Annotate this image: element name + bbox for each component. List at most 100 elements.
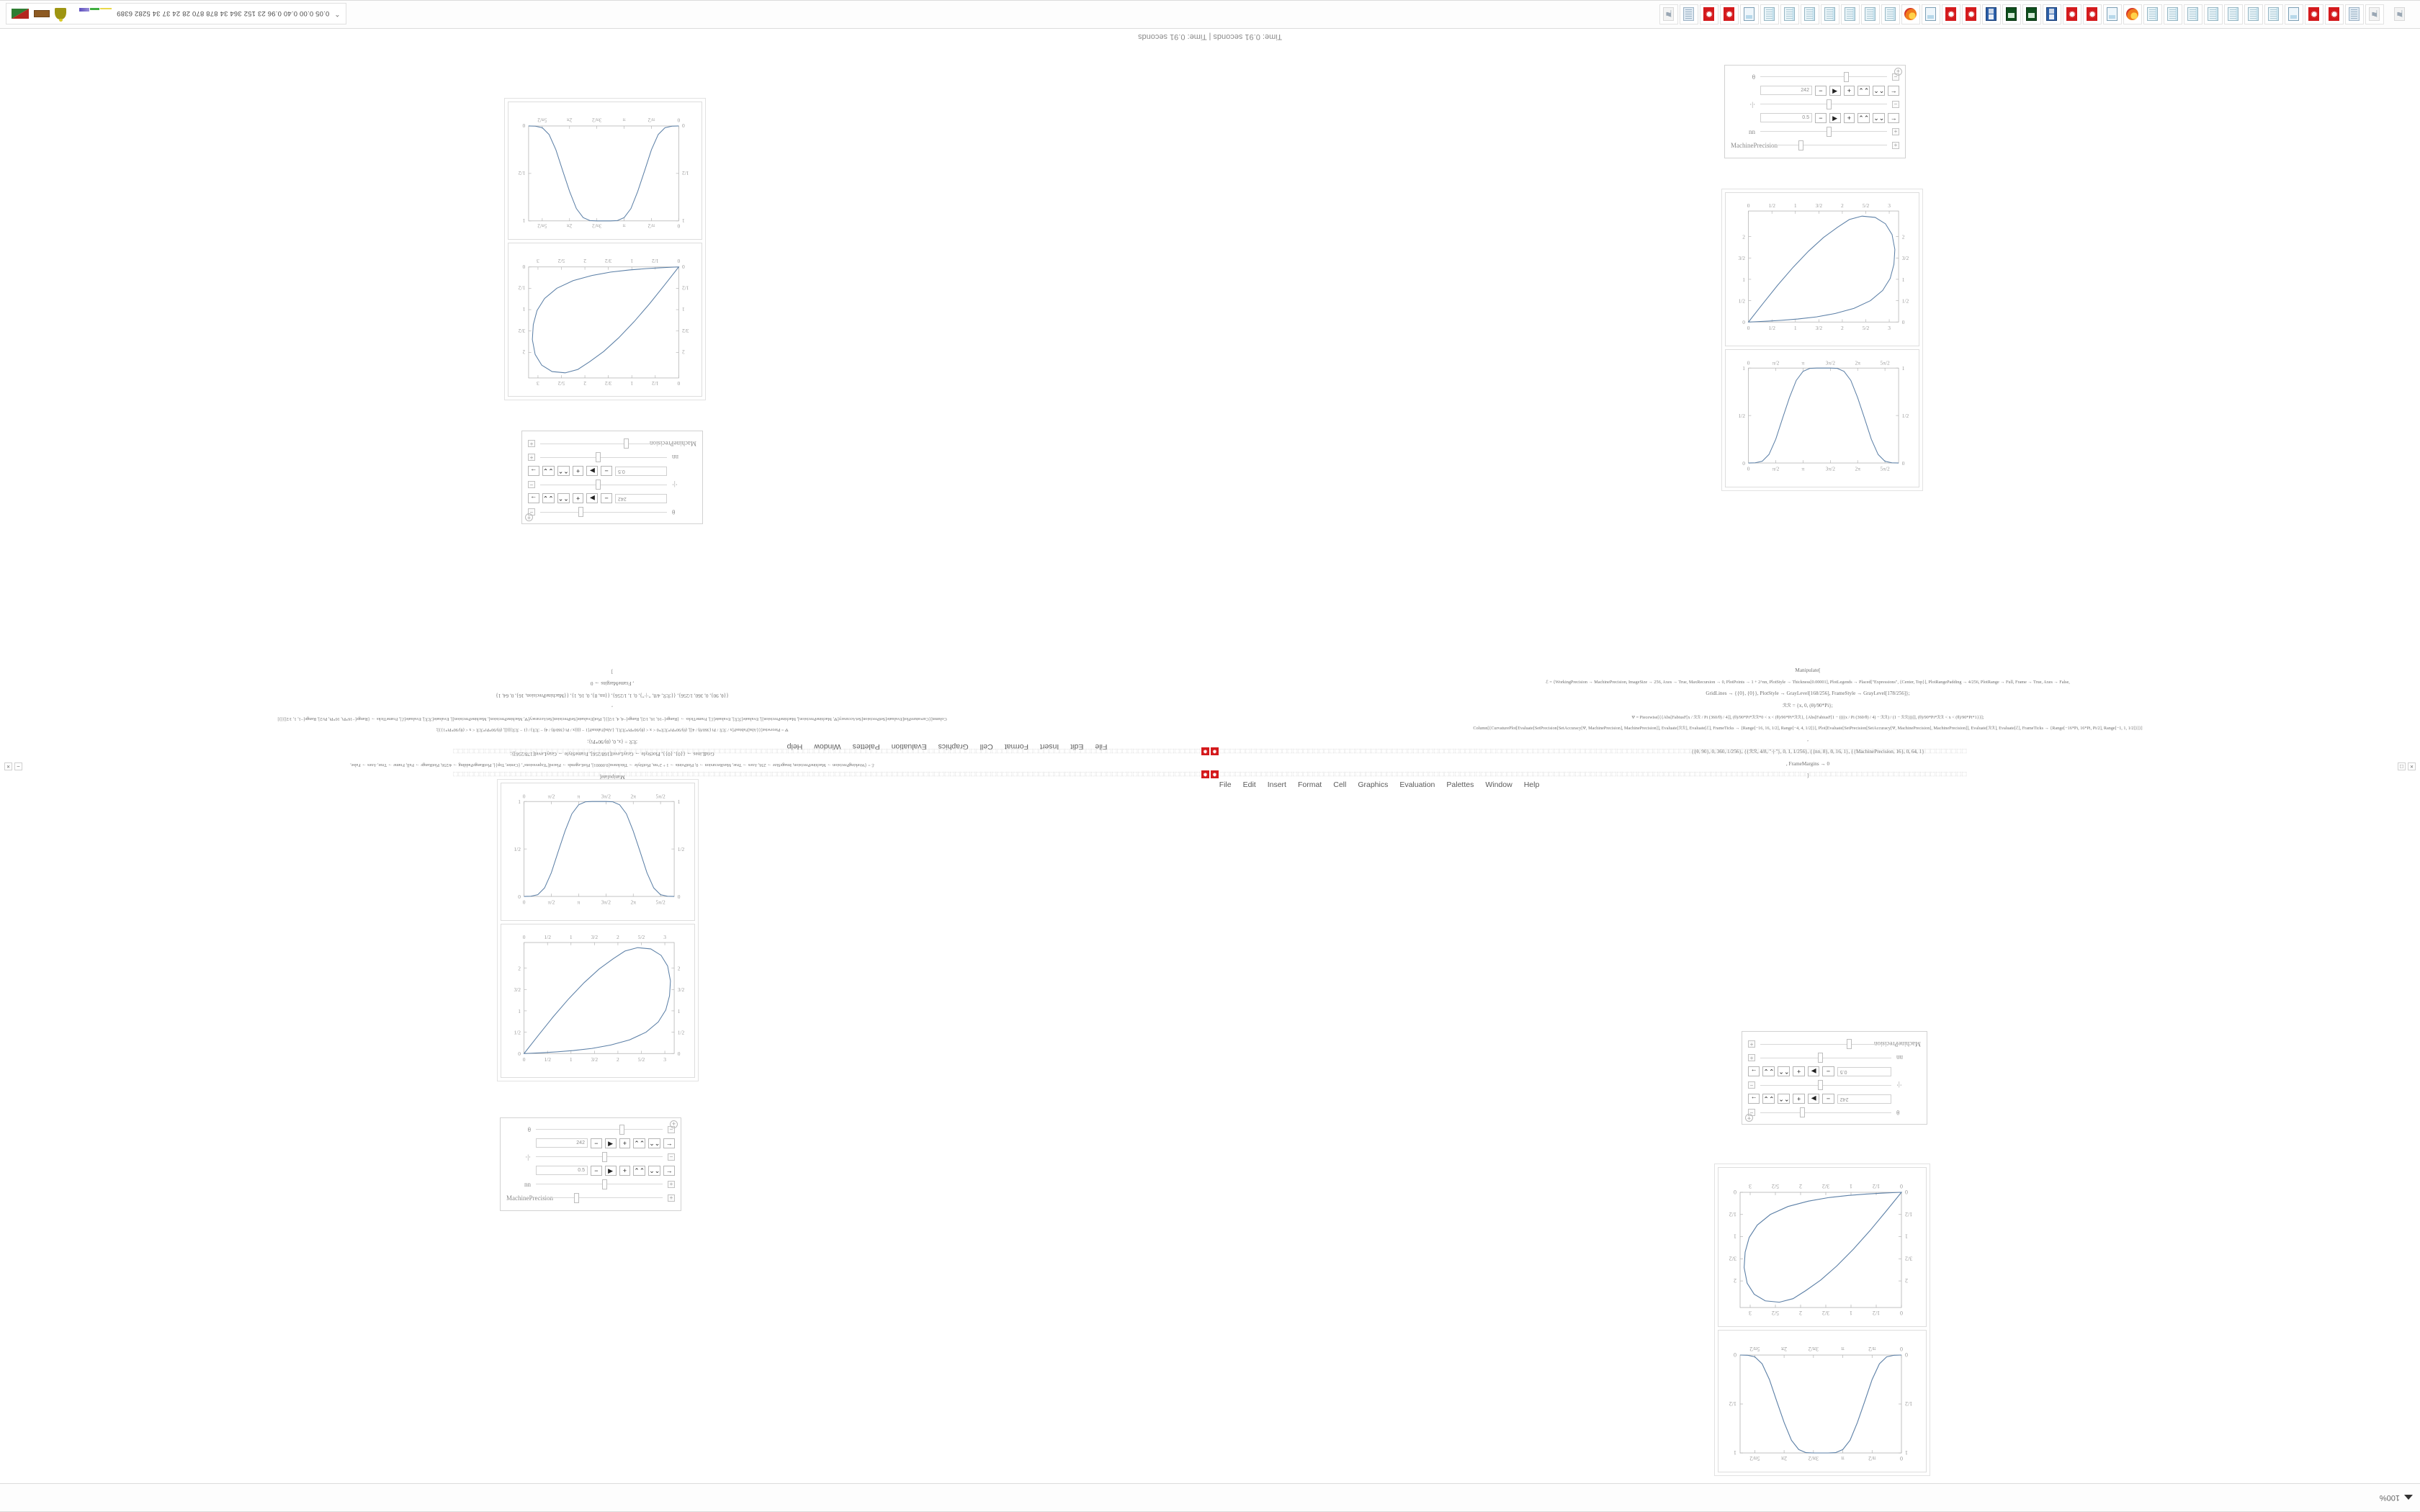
- manipulate-control-row[interactable]: ·|· −: [1748, 1079, 1921, 1092]
- plot-fabius[interactable]: 0 0 π/2 π/2 π π 3π/2 3π/2 2π 2π 5π/2 5π/2 0 0 1/2 1/2 1 1: [501, 783, 695, 921]
- menu-item-help[interactable]: Help: [1524, 780, 1540, 789]
- increment-button[interactable]: +: [1793, 1067, 1804, 1077]
- decrement-button[interactable]: −: [601, 467, 612, 477]
- code-line[interactable]: GridLines → {{0}, {0}}, PlotStyle → Gray…: [1217, 690, 2398, 698]
- expand-control-button[interactable]: +: [1748, 1041, 1755, 1048]
- taskbar-item[interactable]: [1720, 4, 1739, 24]
- slider-thumb[interactable]: [574, 1193, 579, 1203]
- minimize-button[interactable]: −: [14, 762, 22, 770]
- manipulate-control-row[interactable]: nn +: [528, 451, 696, 464]
- slider-MachinePrecision[interactable]: [1760, 140, 1887, 150]
- stepper-row[interactable]: 0.5− ▶ + ⌃⌃ ⌄⌄ →: [528, 464, 696, 478]
- value-input[interactable]: 0.5: [1760, 113, 1812, 122]
- taskbar-item[interactable]: [1901, 4, 1920, 24]
- menu-item-evaluation[interactable]: Evaluation: [1399, 780, 1435, 789]
- decrement-button[interactable]: −: [1815, 113, 1827, 123]
- stepper-row[interactable]: 0.5− ▶ + ⌃⌃ ⌄⌄ →: [506, 1164, 675, 1177]
- slider-·|·[interactable]: [1760, 1081, 1891, 1091]
- code-line[interactable]: ]: [22, 667, 1203, 675]
- manipulate-panel-bottom-left[interactable]: + θ −242− ▶ + ⌃⌃ ⌄⌄ → ·|· −0.5− ▶ + ⌃⌃ ⌄⌄ → nn + Machine…: [1724, 65, 1906, 158]
- menu-item-file[interactable]: File: [1219, 780, 1232, 789]
- value-input[interactable]: 242: [536, 1138, 588, 1148]
- collapse-control-button[interactable]: −: [528, 482, 535, 489]
- taskbar-item[interactable]: [2264, 4, 2283, 24]
- gear-icon[interactable]: ✹: [1201, 747, 1209, 755]
- plus-circle-icon[interactable]: +: [1894, 68, 1902, 76]
- slider-thumb[interactable]: [1847, 1040, 1852, 1050]
- manipulate-control-row[interactable]: θ −: [506, 1122, 675, 1136]
- code-line[interactable]: , FrameMargins → 0: [1217, 761, 2398, 768]
- fast-down-button[interactable]: ⌄⌄: [1762, 1067, 1775, 1077]
- tray-expand-icon[interactable]: ⌃: [334, 10, 340, 18]
- step-forward-button[interactable]: →: [663, 1166, 675, 1176]
- menu-item-window[interactable]: Window: [1485, 780, 1512, 789]
- code-line[interactable]: Ψ = Piecewise[{{Abs[FabiusF[x / ℛℛ / Pi …: [22, 726, 1203, 732]
- step-forward-button[interactable]: →: [528, 467, 539, 477]
- slider-thumb[interactable]: [1800, 1108, 1805, 1118]
- play-button[interactable]: ▶: [605, 1166, 617, 1176]
- value-input[interactable]: 0.5: [615, 467, 667, 476]
- value-input[interactable]: 242: [615, 494, 667, 503]
- taskbar-item[interactable]: [1760, 4, 1779, 24]
- stepper-row[interactable]: 242− ▶ + ⌃⌃ ⌄⌄ →: [506, 1136, 675, 1150]
- fast-down-button[interactable]: ⌄⌄: [1873, 86, 1885, 96]
- play-button[interactable]: ▶: [587, 467, 599, 477]
- slider-thumb[interactable]: [1827, 127, 1832, 137]
- slider-MachinePrecision[interactable]: [540, 439, 667, 449]
- taskbar-item-list[interactable]: [1659, 4, 2384, 24]
- manipulate-control-row[interactable]: MachinePrecision +: [506, 1191, 675, 1205]
- code-line[interactable]: ,: [22, 703, 1203, 711]
- slider-MachinePrecision[interactable]: [1760, 1040, 1891, 1050]
- cpu-meter-icon[interactable]: [55, 8, 66, 19]
- taskbar-item[interactable]: [2063, 4, 2081, 24]
- manipulate-control-row[interactable]: θ −: [1731, 70, 1899, 84]
- manipulate-control-row[interactable]: nn +: [1731, 125, 1899, 138]
- step-forward-button[interactable]: →: [663, 1138, 675, 1148]
- fast-down-button[interactable]: ⌄⌄: [1873, 113, 1885, 123]
- value-input[interactable]: 0.5: [1837, 1067, 1891, 1076]
- plot-fabius[interactable]: 0 0 π/2 π/2 π π 3π/2 3π/2 2π 2π 5π/2 5π/2 0 0 1/2 1/2 1 1: [508, 102, 702, 240]
- collapse-control-button[interactable]: −: [668, 1153, 675, 1161]
- gear-icon[interactable]: ✹: [1211, 770, 1219, 778]
- step-forward-button[interactable]: →: [1888, 113, 1899, 123]
- slider-thumb[interactable]: [1818, 1053, 1823, 1063]
- menu-item-edit[interactable]: Edit: [1243, 780, 1256, 789]
- taskbar-primary[interactable]: 100%: [0, 1483, 2420, 1512]
- collapse-control-button[interactable]: −: [1892, 101, 1899, 108]
- start-button[interactable]: [2384, 4, 2416, 25]
- fast-up-button[interactable]: ⌃⌃: [557, 467, 570, 477]
- taskbar-item[interactable]: [1700, 4, 1718, 24]
- notebook-window-right[interactable]: 0 0 π/2 π/2 π π 3π/2 3π/2 2π 2π 5π/2 5π/2 0 0 1/2 1/2 1 1…: [497, 779, 699, 1449]
- stepper-row[interactable]: 242− ▶ + ⌃⌃ ⌄⌄ →: [1748, 1092, 1921, 1106]
- value-input[interactable]: 0.5: [536, 1166, 588, 1175]
- play-button[interactable]: ▶: [605, 1138, 617, 1148]
- fast-up-button[interactable]: ⌃⌃: [1778, 1067, 1790, 1077]
- slider-MachinePrecision[interactable]: [536, 1193, 663, 1203]
- increment-button[interactable]: +: [573, 494, 584, 504]
- play-button[interactable]: ▶: [1829, 86, 1841, 96]
- code-line[interactable]: ℛℛ = {x, 0, (θ)/90*Pi};: [1217, 703, 2398, 710]
- manipulate-control-row[interactable]: MachinePrecision +: [1748, 1038, 1921, 1051]
- fast-up-button[interactable]: ⌃⌃: [1778, 1094, 1790, 1104]
- slider-·|·[interactable]: [536, 1152, 663, 1162]
- toolbar-strip-lower[interactable]: ⬚⬚⬚⬚⬚⬚⬚⬚⬚⬚⬚⬚⬚⬚⬚⬚⬚⬚⬚⬚⬚⬚⬚⬚⬚⬚⬚⬚⬚⬚⬚⬚⬚⬚⬚⬚⬚⬚⬚⬚…: [187, 747, 2233, 756]
- slider-·|·[interactable]: [1760, 99, 1887, 109]
- notebook-window-bottom-right[interactable]: + θ −242− ▶ + ⌃⌃ ⌄⌄ → ·|· −0.5− ▶ + ⌃⌃ ⌄⌄ → nn + Machine…: [504, 63, 706, 524]
- notebook-window-left[interactable]: 0 0 π/2 π/2 π π 3π/2 3π/2 2π 2π 5π/2 5π/2 0 0 1/2 1/2 1 1…: [1714, 785, 1930, 1476]
- taskbar-item[interactable]: [1841, 4, 1860, 24]
- slider-nn[interactable]: [1760, 127, 1887, 137]
- manipulate-panel-left[interactable]: + θ −242− ▶ + ⌃⌃ ⌄⌄ → ·|· −0.5− ▶ + ⌃⌃ ⌄⌄ → nn + Machine…: [1742, 1031, 1927, 1125]
- expand-control-button[interactable]: +: [1892, 142, 1899, 149]
- fast-down-button[interactable]: ⌄⌄: [1762, 1094, 1775, 1104]
- menu-item-format[interactable]: Format: [1298, 780, 1322, 789]
- plus-circle-icon[interactable]: +: [525, 513, 533, 521]
- manipulate-control-row[interactable]: nn +: [1748, 1051, 1921, 1065]
- expand-control-button[interactable]: +: [1748, 1055, 1755, 1062]
- decrement-button[interactable]: −: [1822, 1067, 1834, 1077]
- expand-control-button[interactable]: +: [528, 441, 535, 448]
- slider-thumb[interactable]: [602, 1152, 607, 1162]
- system-tray[interactable]: ⌃ 0.05 0.00 0.40 0.96 23 152 364 34 878 …: [6, 3, 346, 24]
- code-line[interactable]: ℰ = {WorkingPrecision → MachinePrecisio…: [1217, 680, 2398, 685]
- notebook-code-right[interactable]: Manipulate[ℰ = {WorkingPrecision → Mach…: [22, 662, 1203, 785]
- slider-nn[interactable]: [536, 1179, 663, 1189]
